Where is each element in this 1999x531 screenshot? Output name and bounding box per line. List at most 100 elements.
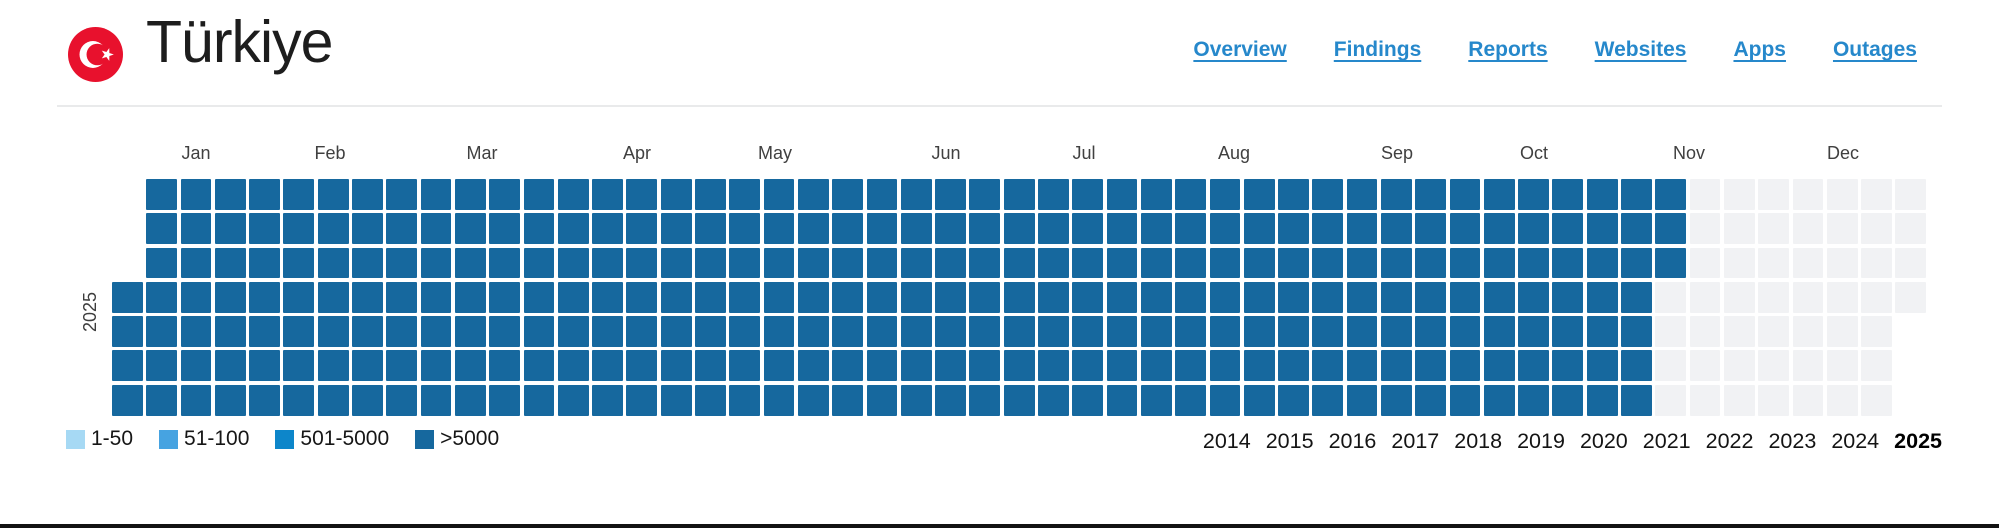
heatmap-cell-data[interactable]: [729, 384, 761, 416]
heatmap-cell-data[interactable]: [1346, 384, 1378, 416]
heatmap-cell-data[interactable]: [1072, 350, 1104, 382]
heatmap-cell-data[interactable]: [146, 350, 178, 382]
heatmap-cell-data[interactable]: [1072, 247, 1104, 279]
heatmap-cell-data[interactable]: [695, 316, 726, 347]
heatmap-cell-data[interactable]: [1072, 316, 1104, 347]
heatmap-cell-data[interactable]: [1106, 384, 1138, 416]
heatmap-cell-data[interactable]: [1552, 213, 1584, 245]
heatmap-cell-data[interactable]: [1380, 213, 1412, 245]
heatmap-cell-data[interactable]: [1278, 316, 1309, 347]
heatmap-cell-data[interactable]: [489, 384, 521, 416]
heatmap-cell-data[interactable]: [1483, 179, 1515, 210]
heatmap-cell-data[interactable]: [1312, 350, 1344, 382]
heatmap-cell-data[interactable]: [866, 384, 898, 416]
heatmap-cell-data[interactable]: [729, 350, 761, 382]
heatmap-cell-data[interactable]: [283, 213, 315, 245]
heatmap-cell-data[interactable]: [832, 350, 864, 382]
heatmap-cell-data[interactable]: [557, 247, 589, 279]
heatmap-cell-data[interactable]: [1552, 350, 1584, 382]
heatmap-cell-data[interactable]: [1552, 281, 1584, 313]
heatmap-cell-data[interactable]: [1415, 281, 1447, 313]
year-link-2015[interactable]: 2015: [1265, 429, 1314, 453]
heatmap-cell-data[interactable]: [1140, 316, 1172, 347]
heatmap-cell-data[interactable]: [1346, 179, 1378, 210]
heatmap-cell-data[interactable]: [592, 213, 623, 245]
heatmap-cell-data[interactable]: [420, 384, 452, 416]
nav-link-findings[interactable]: Findings: [1333, 38, 1422, 61]
year-link-2016[interactable]: 2016: [1328, 429, 1377, 453]
heatmap-cell-data[interactable]: [1106, 213, 1138, 245]
heatmap-cell-data[interactable]: [420, 316, 452, 347]
heatmap-cell-data[interactable]: [1621, 384, 1652, 416]
heatmap-cell-data[interactable]: [1038, 179, 1069, 210]
heatmap-cell-data[interactable]: [249, 384, 280, 416]
heatmap-cell-data[interactable]: [1038, 316, 1069, 347]
heatmap-cell-empty[interactable]: [1895, 247, 1927, 279]
heatmap-cell-data[interactable]: [1243, 350, 1275, 382]
heatmap-cell-data[interactable]: [1621, 213, 1652, 245]
heatmap-cell-data[interactable]: [454, 350, 486, 382]
heatmap-cell-data[interactable]: [935, 384, 966, 416]
heatmap-cell-data[interactable]: [1655, 247, 1687, 279]
heatmap-cell-data[interactable]: [420, 350, 452, 382]
heatmap-cell-data[interactable]: [523, 179, 555, 210]
heatmap-cell-empty[interactable]: [1758, 350, 1790, 382]
heatmap-cell-empty[interactable]: [1792, 316, 1824, 347]
heatmap-cell-empty[interactable]: [1861, 384, 1892, 416]
heatmap-cell-data[interactable]: [249, 179, 280, 210]
heatmap-cell-data[interactable]: [454, 247, 486, 279]
heatmap-cell-empty[interactable]: [1895, 281, 1927, 313]
heatmap-cell-data[interactable]: [1449, 213, 1481, 245]
heatmap-cell-data[interactable]: [283, 384, 315, 416]
heatmap-cell-data[interactable]: [180, 384, 212, 416]
heatmap-cell-data[interactable]: [180, 316, 212, 347]
heatmap-cell-data[interactable]: [180, 281, 212, 313]
heatmap-cell-empty[interactable]: [1792, 213, 1824, 245]
heatmap-cell-data[interactable]: [866, 213, 898, 245]
heatmap-cell-data[interactable]: [1483, 384, 1515, 416]
heatmap-cell-data[interactable]: [1586, 384, 1618, 416]
heatmap-cell-data[interactable]: [489, 247, 521, 279]
heatmap-cell-data[interactable]: [112, 350, 143, 382]
heatmap-cell-data[interactable]: [454, 179, 486, 210]
heatmap-cell-data[interactable]: [935, 213, 966, 245]
heatmap-cell-empty[interactable]: [1723, 179, 1755, 210]
heatmap-cell-data[interactable]: [1380, 281, 1412, 313]
heatmap-cell-data[interactable]: [214, 281, 246, 313]
heatmap-cell-data[interactable]: [454, 213, 486, 245]
heatmap-cell-data[interactable]: [1518, 384, 1549, 416]
heatmap-cell-empty[interactable]: [1758, 281, 1790, 313]
heatmap-cell-empty[interactable]: [1826, 213, 1858, 245]
heatmap-cell-data[interactable]: [1380, 350, 1412, 382]
heatmap-cell-empty[interactable]: [1895, 213, 1927, 245]
heatmap-cell-data[interactable]: [1621, 247, 1652, 279]
heatmap-cell-data[interactable]: [1380, 384, 1412, 416]
heatmap-cell-empty[interactable]: [1861, 179, 1892, 210]
heatmap-cell-data[interactable]: [352, 281, 383, 313]
heatmap-cell-data[interactable]: [763, 281, 795, 313]
heatmap-cell-data[interactable]: [1278, 350, 1309, 382]
heatmap-cell-data[interactable]: [1518, 281, 1549, 313]
heatmap-cell-data[interactable]: [1209, 350, 1241, 382]
heatmap-cell-data[interactable]: [866, 350, 898, 382]
year-link-2014[interactable]: 2014: [1202, 429, 1251, 453]
heatmap-cell-empty[interactable]: [1689, 213, 1721, 245]
heatmap-cell-data[interactable]: [420, 247, 452, 279]
heatmap-cell-data[interactable]: [317, 213, 349, 245]
heatmap-cell-empty[interactable]: [1826, 281, 1858, 313]
heatmap-cell-data[interactable]: [1175, 350, 1206, 382]
heatmap-cell-data[interactable]: [1278, 281, 1309, 313]
heatmap-cell-data[interactable]: [214, 213, 246, 245]
heatmap-cell-data[interactable]: [1038, 213, 1069, 245]
heatmap-cell-data[interactable]: [180, 350, 212, 382]
heatmap-cell-data[interactable]: [1140, 179, 1172, 210]
heatmap-cell-data[interactable]: [660, 384, 692, 416]
heatmap-cell-data[interactable]: [249, 281, 280, 313]
heatmap-cell-data[interactable]: [935, 281, 966, 313]
heatmap-cell-data[interactable]: [626, 247, 658, 279]
heatmap-cell-data[interactable]: [797, 281, 829, 313]
heatmap-cell-data[interactable]: [1449, 316, 1481, 347]
heatmap-cell-data[interactable]: [1449, 179, 1481, 210]
heatmap-cell-data[interactable]: [1175, 179, 1206, 210]
heatmap-cell-data[interactable]: [1655, 179, 1687, 210]
